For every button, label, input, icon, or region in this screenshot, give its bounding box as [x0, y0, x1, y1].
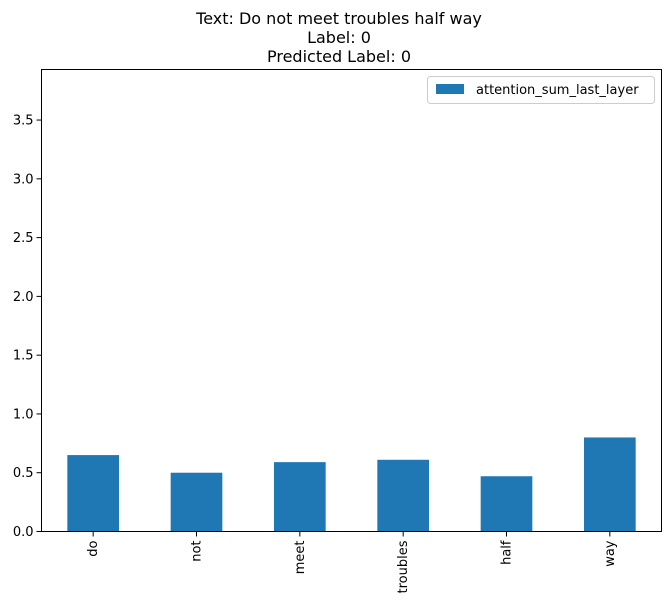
title-line-2: Label: 0 [307, 28, 371, 47]
x-tick-label-half: half [500, 540, 515, 565]
y-tick-label-4: 2.0 [13, 290, 34, 305]
x-tick-label-not: not [190, 541, 205, 562]
y-tick-label-1: 0.5 [13, 466, 34, 481]
title-line-3: Predicted Label: 0 [267, 47, 411, 66]
y-tick-label-3: 1.5 [13, 349, 34, 364]
x-tick-label-meet: meet [293, 541, 308, 575]
x-tick-label-way: way [603, 540, 618, 567]
x-tick-label-troubles: troubles [396, 540, 411, 593]
legend-swatch [436, 84, 464, 94]
x-axis: do not meet troubles half way [86, 531, 618, 593]
chart-title: Text: Do not meet troubles half way Labe… [195, 9, 482, 66]
bar-do [67, 455, 119, 532]
y-axis: 0.0 0.5 1.0 1.5 2.0 2.5 3.0 3.5 [13, 114, 42, 540]
bar-not [170, 472, 223, 532]
plot-frame [41, 69, 662, 532]
bar-way [584, 437, 636, 532]
y-tick-label-0: 0.0 [13, 525, 34, 540]
legend: attention_sum_last_layer [427, 76, 655, 104]
bars-layer [67, 437, 636, 532]
y-tick-label-2: 1.0 [13, 407, 34, 422]
y-tick-label-7: 3.5 [13, 114, 34, 129]
legend-label: attention_sum_last_layer [476, 83, 639, 98]
legend-box [427, 76, 655, 104]
bar-half [480, 476, 533, 532]
title-line-1: Text: Do not meet troubles half way [195, 9, 482, 28]
y-tick-label-5: 2.5 [13, 231, 34, 246]
bar-troubles [377, 459, 429, 532]
x-tick-label-do: do [86, 540, 101, 556]
bar-meet [274, 462, 326, 532]
y-tick-label-6: 3.0 [13, 172, 34, 187]
